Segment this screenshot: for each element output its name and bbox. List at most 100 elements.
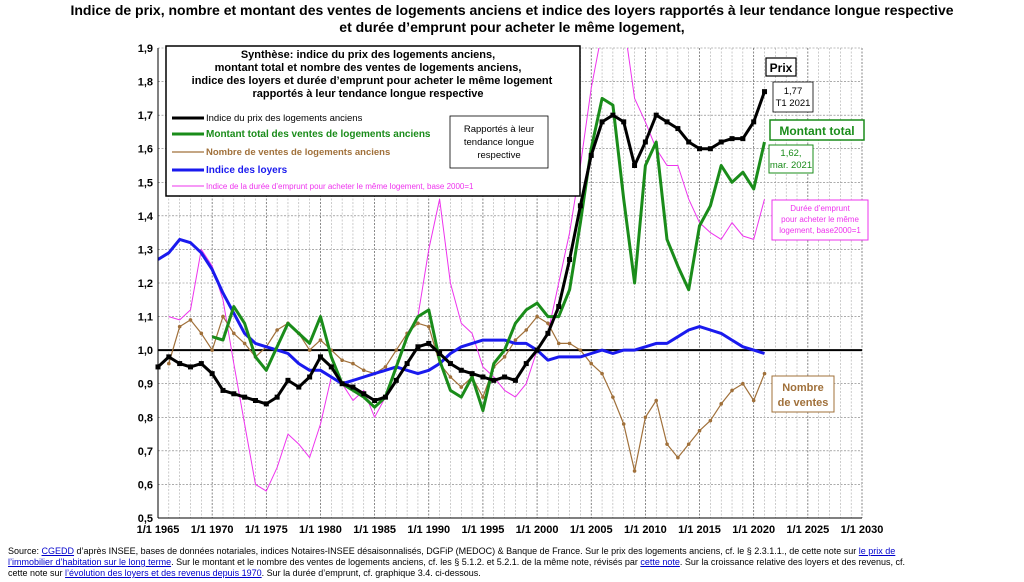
data-point-prix (382, 394, 388, 400)
data-point-prix (209, 371, 215, 377)
cgedd-link[interactable]: CGEDD (41, 546, 75, 556)
data-point-prix (642, 139, 648, 145)
data-point-nombre (351, 361, 355, 366)
data-point-nombre (556, 341, 561, 346)
x-tick-label: 1/1 1995 (462, 524, 505, 536)
data-point-prix (577, 203, 583, 209)
data-point-nombre (242, 341, 247, 346)
data-point-nombre (654, 398, 659, 403)
data-point-nombre (621, 422, 626, 426)
data-point-prix (339, 381, 345, 387)
data-point-prix (480, 374, 486, 380)
x-tick-label: 1/1 1980 (299, 524, 342, 536)
duree-annotation: Durée d’emprunt pour acheter le même log… (771, 199, 869, 241)
data-point-prix (296, 384, 302, 390)
source-line-1: Source: CGEDD d’après INSEE, bases de do… (8, 546, 1018, 557)
duree-line-3: logement, base2000=1 (779, 226, 861, 235)
data-point-prix (252, 398, 258, 403)
data-point-prix (545, 330, 551, 336)
cette-note-link[interactable]: cette note (640, 557, 680, 567)
synthese-line-1: Synthèse: indice du prix des logements a… (241, 49, 495, 61)
data-point-prix (361, 391, 367, 397)
data-point-nombre (741, 381, 745, 386)
x-tick-label: 1/1 2000 (516, 524, 559, 536)
data-point-nombre (199, 331, 204, 336)
y-tick-label: 0,9 (138, 379, 153, 391)
data-point-nombre (481, 395, 485, 399)
data-point-prix (751, 119, 757, 125)
montant-label: Montant total (779, 124, 854, 138)
y-tick-label: 0,5 (138, 513, 153, 525)
data-point-nombre (600, 371, 604, 376)
series-line-loyers (158, 237, 765, 386)
x-tick-label: 1/1 1985 (353, 524, 396, 536)
data-point-prix (534, 347, 540, 353)
x-tick-label: 1/1 2025 (786, 524, 829, 536)
source-text: d’après INSEE, bases de données notarial… (74, 546, 859, 556)
data-point-nombre (513, 338, 518, 342)
data-point-nombre (448, 375, 453, 379)
rapportes-line-3: respective (477, 150, 520, 161)
y-tick-label: 1,6 (138, 144, 153, 156)
data-point-nombre (232, 331, 236, 336)
y-tick-label: 1,4 (138, 211, 154, 223)
data-point-nombre (697, 428, 702, 433)
data-point-nombre (643, 415, 648, 420)
chart-svg: 0,5 0,6 0,7 0,8 0,9 1,0 1,1 1,2 1,3 1,4 1,5 1,6 1,7 1… (137, 43, 884, 536)
loyers-revenus-link[interactable]: l’évolution des loyers et des revenus de… (65, 568, 262, 578)
synthese-line-3: indice des loyers et durée d’emprunt pou… (192, 75, 553, 87)
rapportes-box: Rapportés à leur tendance longue respect… (449, 115, 549, 169)
data-point-prix (285, 377, 291, 383)
y-tick-label: 1,8 (138, 77, 153, 89)
data-point-nombre (318, 338, 323, 342)
data-point-prix (707, 146, 713, 152)
data-point-nombre (730, 388, 734, 393)
data-point-prix (177, 361, 183, 367)
y-tick-label: 1,5 (138, 177, 153, 189)
source-text: . Sur la croissance relative des loyers … (679, 557, 905, 567)
data-point-nombre (665, 442, 669, 446)
data-point-prix (317, 354, 323, 360)
data-point-nombre (708, 418, 713, 423)
data-point-prix (686, 139, 692, 145)
data-point-prix (393, 377, 399, 383)
data-point-prix (632, 163, 638, 168)
prix-note-link-cont[interactable]: l’immobilier d’habitation sur le long te… (8, 557, 172, 567)
prix-note-link[interactable]: le prix de (858, 546, 896, 556)
data-point-nombre (502, 355, 507, 359)
data-point-prix (372, 398, 378, 403)
data-point-prix (198, 361, 204, 367)
data-point-prix (653, 112, 659, 118)
data-point-nombre (762, 371, 767, 376)
y-tick-label: 1,1 (138, 312, 153, 324)
y-tick-label: 1,0 (138, 345, 153, 357)
data-point-nombre (578, 348, 583, 352)
x-tick-label: 1/1 2005 (570, 524, 613, 536)
data-point-nombre (459, 385, 464, 389)
legend-label-prix: Indice du prix des logements anciens (206, 113, 363, 124)
data-point-nombre (751, 398, 756, 403)
data-point-prix (263, 401, 269, 407)
data-point-nombre (307, 348, 312, 352)
x-tick-label: 1/1 1975 (245, 524, 288, 536)
synthese-line-4: rapportés à leur tendance longue respect… (252, 88, 483, 100)
data-point-prix (458, 367, 464, 373)
x-tick-label: 1/1 1965 (137, 524, 180, 536)
data-point-prix (166, 354, 172, 360)
y-tick-label: 1,3 (138, 244, 153, 256)
data-point-prix (664, 119, 670, 125)
data-point-prix (621, 119, 627, 125)
data-point-prix (491, 377, 497, 383)
data-point-nombre (719, 402, 723, 406)
y-tick-label: 1,9 (138, 43, 153, 55)
legend-label-montant: Montant total des ventes de logements an… (206, 129, 431, 140)
data-point-prix (588, 152, 594, 158)
montant-value: 1,62, (780, 148, 801, 159)
data-point-prix (523, 361, 529, 367)
data-point-prix (556, 304, 562, 309)
legend-label-duree: Indice de la durée d’emprunt pour achete… (206, 182, 474, 191)
data-point-nombre (188, 318, 193, 322)
series-layer (155, 48, 768, 492)
data-point-nombre (546, 321, 550, 326)
source-text: Source: (8, 546, 42, 556)
